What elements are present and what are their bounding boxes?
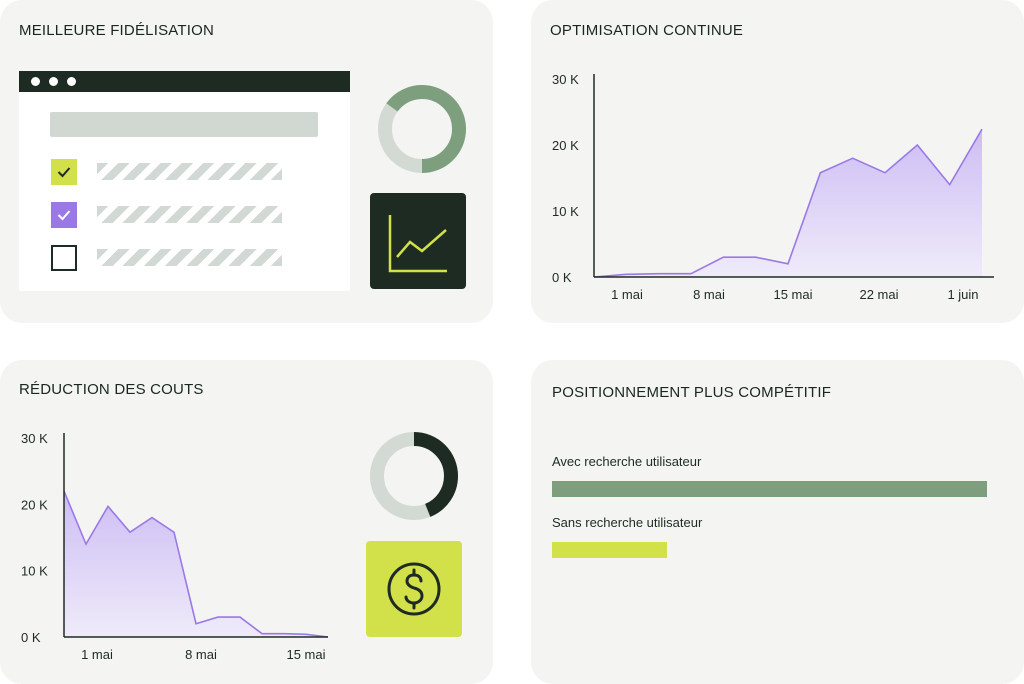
placeholder-line (97, 163, 282, 180)
area-chart: 0 K 10 K 20 K 30 K 1 mai 8 mai 15 mai 22 mai 1 j… (552, 72, 994, 302)
checkbox-checked[interactable] (51, 159, 77, 185)
x-tick-label: 8 mai (185, 647, 217, 662)
y-tick-label: 30 K (21, 431, 48, 446)
retention-card: MEILLEURE FIDÉLISATION (0, 0, 493, 323)
browser-mockup (19, 71, 350, 291)
line-chart-tile (370, 193, 466, 289)
bar-label: Avec recherche utilisateur (552, 454, 702, 469)
cost-reduction-card: RÉDUCTION DES COUTS 0 K 10 K 20 K 30 K 1 mai… (0, 360, 493, 684)
card-title: RÉDUCTION DES COUTS (19, 381, 204, 398)
card-title: MEILLEURE FIDÉLISATION (19, 22, 214, 39)
x-tick-label: 15 mai (286, 647, 325, 662)
x-tick-label: 1 mai (611, 287, 643, 302)
series-line (63, 490, 329, 638)
donut-chart-icon (378, 85, 466, 173)
y-tick-label: 10 K (552, 204, 579, 219)
donut-chart-icon (370, 432, 458, 520)
bar-label: Sans recherche utilisateur (552, 515, 703, 530)
area-chart: 0 K 10 K 20 K 30 K 1 mai 8 mai 15 mai (21, 431, 329, 662)
y-tick-label: 20 K (552, 138, 579, 153)
y-tick-label: 10 K (21, 564, 48, 579)
area-fill (594, 129, 982, 277)
y-tick-label: 30 K (552, 72, 579, 87)
series-line (593, 128, 983, 278)
window-dot-icon (67, 77, 76, 86)
y-tick-label: 0 K (21, 630, 41, 645)
x-tick-label: 8 mai (693, 287, 725, 302)
dollar-icon (387, 562, 441, 616)
browser-title-bar (19, 71, 350, 92)
bar-sans-recherche (552, 542, 668, 558)
area-fill (64, 491, 328, 637)
x-tick-label: 15 mai (773, 287, 812, 302)
search-bar-placeholder (50, 112, 318, 137)
x-tick-label: 22 mai (859, 287, 898, 302)
check-icon (57, 167, 71, 178)
x-tick-label: 1 mai (81, 647, 113, 662)
x-tick-label: 1 juin (947, 287, 978, 302)
y-tick-label: 20 K (21, 497, 48, 512)
placeholder-line (97, 206, 282, 223)
line-chart-icon (388, 215, 447, 273)
placeholder-line (97, 249, 282, 266)
positioning-card: POSITIONNEMENT PLUS COMPÉTITIF Avec rech… (531, 360, 1024, 684)
checkbox-unchecked[interactable] (51, 245, 77, 271)
optimization-card: OPTIMISATION CONTINUE 0 K 10 K 20 K 30 K 1 m… (531, 0, 1024, 323)
checkbox-checked[interactable] (51, 202, 77, 228)
y-tick-label: 0 K (552, 270, 572, 285)
card-title: OPTIMISATION CONTINUE (550, 22, 744, 39)
check-icon (57, 210, 71, 221)
card-title: POSITIONNEMENT PLUS COMPÉTITIF (552, 384, 832, 401)
window-dot-icon (31, 77, 40, 86)
bar-avec-recherche (552, 481, 987, 497)
window-dot-icon (49, 77, 58, 86)
dollar-tile (366, 541, 462, 637)
